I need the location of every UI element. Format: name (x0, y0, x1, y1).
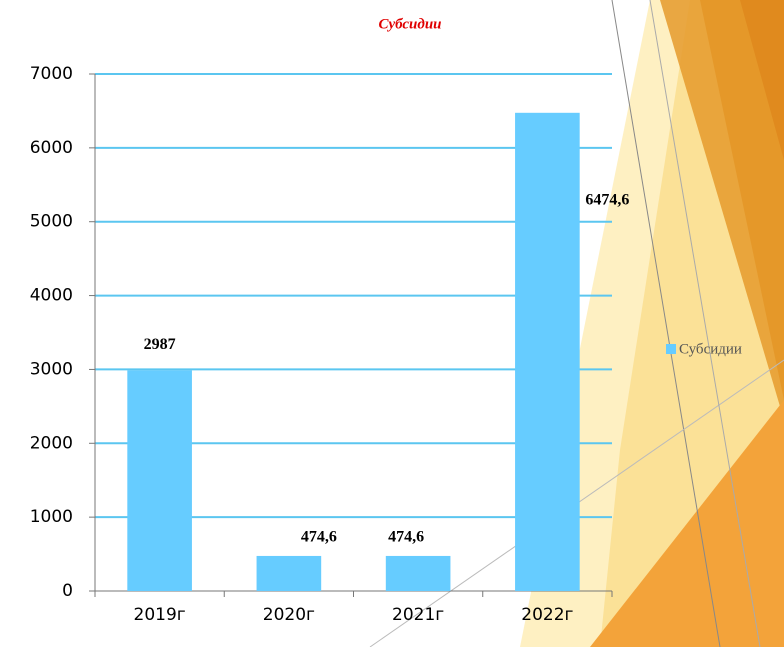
bar (515, 112, 580, 592)
y-tick-label: 6000 (30, 138, 73, 158)
data-label: 474,6 (388, 529, 424, 546)
bar (256, 555, 322, 591)
y-tick-label: 7000 (30, 64, 73, 84)
x-tick-label: 2021г (392, 605, 444, 625)
background-decoration (369, 0, 784, 647)
y-tick-label: 3000 (30, 359, 73, 379)
y-tick-label: 5000 (30, 212, 73, 232)
x-tick-label: 2020г (263, 605, 315, 625)
y-tick-label: 1000 (30, 507, 73, 527)
data-label: 474,6 (301, 529, 337, 546)
chart-title: Субсидии (378, 16, 441, 32)
x-tick-label: 2022г (521, 605, 573, 625)
data-label: 2987 (144, 336, 176, 353)
y-tick-label: 2000 (30, 433, 73, 453)
bar (127, 370, 192, 591)
y-tick-label: 4000 (30, 286, 73, 306)
x-tick-label: 2019г (134, 605, 186, 625)
bar (385, 555, 451, 591)
legend-label: Субсидии (679, 341, 742, 357)
data-label: 6474,6 (585, 191, 629, 208)
legend-swatch (666, 344, 676, 354)
y-tick-label: 0 (62, 581, 73, 601)
